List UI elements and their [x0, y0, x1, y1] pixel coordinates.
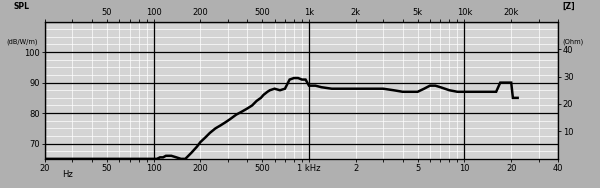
Text: (dB/W/m): (dB/W/m): [7, 38, 38, 45]
Text: [Z]: [Z]: [562, 2, 575, 11]
Text: SPL: SPL: [13, 2, 29, 11]
Text: (Ohm): (Ohm): [562, 38, 583, 45]
Text: Hz: Hz: [62, 170, 73, 179]
